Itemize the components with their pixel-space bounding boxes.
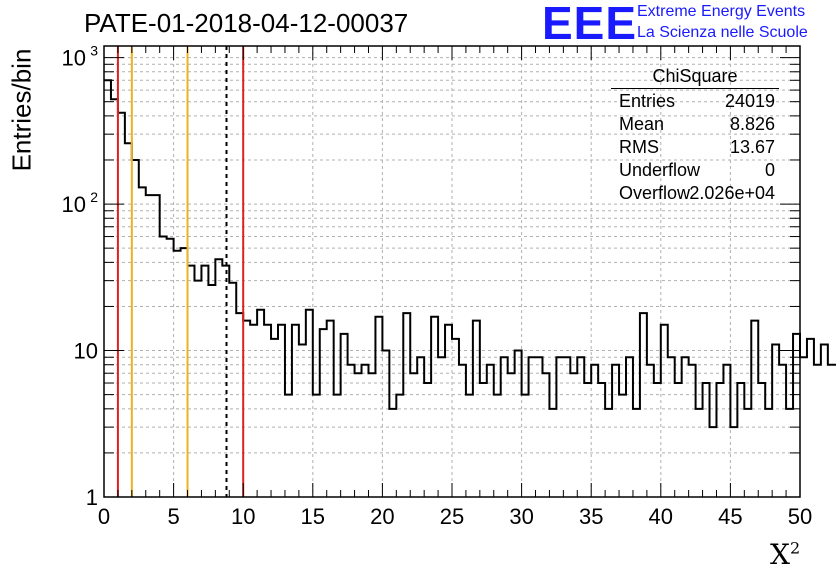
x-tick-label: 50 — [788, 504, 812, 529]
x-tick-label: 35 — [579, 504, 603, 529]
stats-key: Mean — [619, 114, 665, 134]
stats-value: 13.67 — [729, 137, 775, 157]
x-tick-label: 15 — [301, 504, 325, 529]
stats-row: Mean 8.826 — [611, 114, 779, 137]
stats-row: Underflow 0 — [611, 160, 779, 183]
histogram-series — [104, 79, 836, 429]
x-tick-label: 10 — [231, 504, 255, 529]
stats-row: RMS 13.67 — [611, 137, 779, 160]
stats-row: Entries 24019 — [611, 91, 779, 114]
stats-key: Underflow — [619, 160, 701, 180]
x-tick-label: 30 — [509, 504, 533, 529]
logo-tagline-2: La Scienza nelle Scuole — [637, 24, 808, 41]
stats-key: Overflow — [619, 183, 691, 203]
x-tick-label: 0 — [98, 504, 110, 529]
y-tick-label: 1 — [86, 485, 98, 510]
stats-key: RMS — [619, 137, 659, 157]
y-tick-label: 10 — [62, 192, 86, 217]
chart-title: PATE-01-2018-04-12-00037 — [84, 8, 409, 38]
y-axis-label: Entries/bin — [6, 48, 37, 172]
x-tick-label: 5 — [167, 504, 179, 529]
stats-box: ChiSquare Entries 24019 Mean 8.826 RMS 13.6… — [611, 66, 779, 206]
y-tick-exponent: 2 — [90, 189, 98, 205]
stats-value: 24019 — [724, 91, 775, 111]
stats-value: 0 — [764, 160, 775, 180]
x-tick-label: 40 — [649, 504, 673, 529]
logo-tagline-1: Extreme Energy Events — [637, 3, 806, 20]
x-tick-label: 25 — [440, 504, 464, 529]
stats-key: Entries — [619, 91, 676, 111]
y-tick-exponent: 3 — [90, 43, 98, 59]
y-tick-label: 10 — [62, 46, 86, 71]
stats-value: 8.826 — [729, 114, 775, 134]
stats-title: ChiSquare — [611, 66, 779, 89]
x-axis-label: X2 — [770, 538, 801, 571]
reference-lines — [116, 46, 245, 497]
stats-value: 2.026e+04 — [689, 183, 775, 203]
eee-logo: EEE — [542, 0, 638, 49]
y-tick-label: 10 — [74, 339, 98, 364]
grid-lines — [104, 46, 800, 497]
x-tick-label: 20 — [370, 504, 394, 529]
x-tick-label: 45 — [718, 504, 742, 529]
histogram-step-line — [104, 79, 836, 429]
stats-row: Overflow 2.026e+04 — [611, 183, 779, 206]
